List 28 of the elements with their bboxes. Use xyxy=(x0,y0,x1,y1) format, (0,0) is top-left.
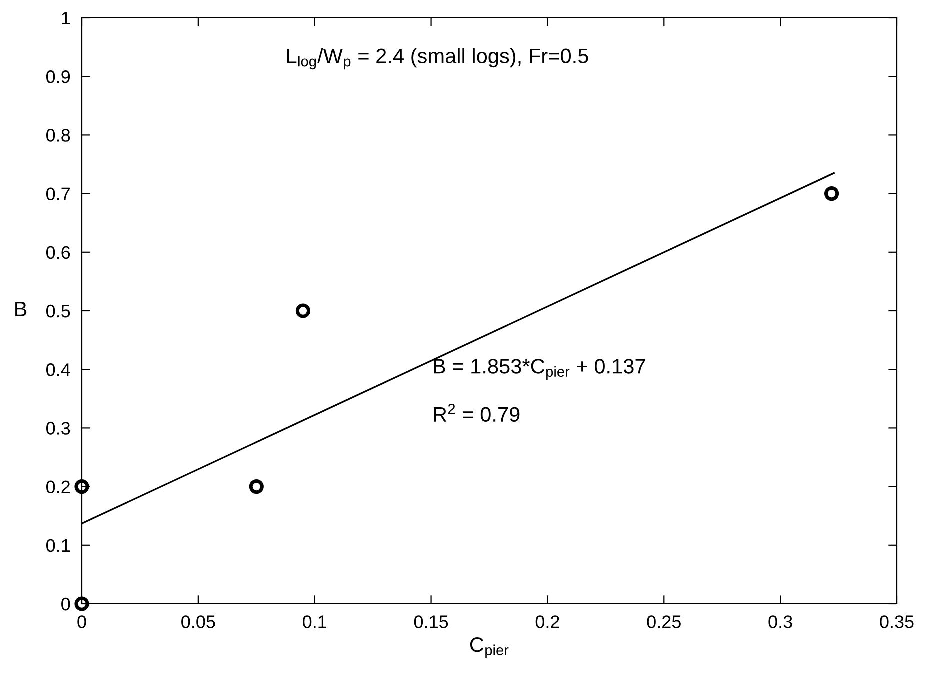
x-tick-label: 0.3 xyxy=(768,616,792,628)
point xyxy=(249,480,264,494)
annotation: R$^{2}$ = 0.79 xyxy=(434,404,520,422)
y-tick-label: 0.3 xyxy=(46,422,70,435)
annotation: L$_{log}$/W$_{p}$ = 2.4 (small logs), Fr=0.5 xyxy=(287,48,588,70)
y-tick-label: 0.2 xyxy=(46,480,70,494)
y-tick-label: 0.6 xyxy=(46,246,70,260)
y-tick-label: 1 xyxy=(62,12,70,25)
x-tick-label: 0.2 xyxy=(536,616,560,628)
x-tick-label: 0.25 xyxy=(647,616,681,628)
x-tick-label: 0.1 xyxy=(303,616,327,628)
y-tick-label: 0.8 xyxy=(46,129,70,142)
point xyxy=(74,480,90,494)
point xyxy=(296,304,311,318)
y-tick-label: 0.7 xyxy=(46,188,70,201)
x-tick-label: 0.35 xyxy=(880,616,914,628)
x-axis-title: C$_{pier}$ xyxy=(470,638,509,658)
y-tick-label: 0.5 xyxy=(46,304,70,318)
x-tick-label: 0.05 xyxy=(182,616,216,628)
annotation: B = 1.853*C$_{pier}$ + 0.137 xyxy=(434,359,646,380)
x-tick-label: 0.15 xyxy=(414,616,448,628)
y-tick-label: 0.9 xyxy=(46,70,70,84)
y-tick-label: 0.1 xyxy=(46,539,70,552)
y-axis-title: B xyxy=(16,302,27,316)
y-tick-label: 0.4 xyxy=(46,364,70,376)
x-tick-label: 0 xyxy=(78,616,86,628)
point xyxy=(824,186,840,202)
y-tick-label: 0 xyxy=(62,598,70,611)
